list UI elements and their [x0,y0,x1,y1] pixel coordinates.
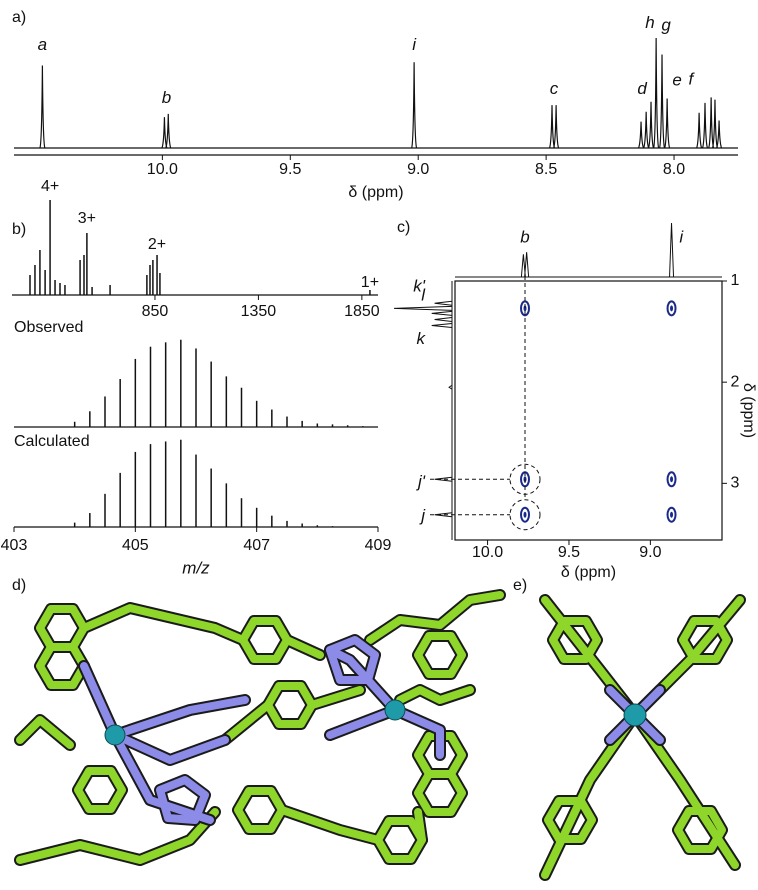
x-tick-label: 850 [142,303,169,320]
projection-peak [525,252,529,277]
structure-e [545,600,740,875]
peak [702,103,707,148]
x-axis-label: δ (ppm) [348,184,403,201]
series-label: Calculated [14,433,90,450]
panel-label: e) [513,577,527,594]
panel-label: c) [397,219,410,236]
peak [40,66,45,149]
x-tick-label: 8.5 [535,161,557,178]
structure-d [20,595,500,860]
projection-peak [670,223,674,277]
panel-label: a) [12,9,26,26]
x-tick-label: 405 [122,537,149,554]
x-tick-label: 1350 [241,303,277,320]
y-tick-label: 1 [731,272,740,289]
metal-atom [624,704,646,726]
page: d) e) a) 10.0 9.5 9.0 8.5 8.0 δ (ppm) a b i c d hg ef… [0,0,758,890]
x-tick-label: 8.0 [663,161,685,178]
peak-label: b [520,227,529,246]
x-tick-label: 407 [243,537,270,554]
peak-label: h [645,13,654,32]
peak-label: i [679,227,684,246]
projection-peak [435,301,452,305]
peak [709,97,714,148]
peak-label: a [38,35,47,54]
peak-label: 4+ [41,178,59,195]
x-tick-label: 9.5 [558,544,580,561]
x-tick-label: 10.0 [472,544,503,561]
peak-label: k [417,329,427,348]
peak-label: e [672,70,681,89]
peak [697,113,702,148]
peak-label: j [419,506,426,525]
figure: d) e) a) 10.0 9.5 9.0 8.5 8.0 δ (ppm) a b i c d hg ef… [0,0,758,890]
x-tick-label: 9.0 [639,544,661,561]
peak-label: 1+ [361,274,379,291]
cross-peak-core [670,512,673,518]
peak-label: d [637,79,647,98]
peak-label: g [661,15,671,34]
peak-label: b [162,88,171,107]
peak-label: j' [416,472,426,491]
peak [644,112,649,148]
x-axis-label: m/z [182,558,210,577]
peak [665,99,670,149]
peak [654,38,659,148]
panel-label: d) [12,577,26,594]
x-tick-label: 409 [365,537,392,554]
projection-peak [432,311,452,315]
x-axis-label: δ (ppm) [561,564,616,581]
peak [639,122,644,148]
peak-label: i [412,35,417,54]
y-tick-label: 2 [731,373,740,390]
cross-peak-core [670,476,673,482]
projection-peak [394,306,452,310]
x-tick-label: 1850 [344,303,380,320]
peak-label: c [550,79,559,98]
panel-label: b) [12,221,26,238]
x-tick-label: 9.5 [279,161,301,178]
peak [412,62,417,148]
cross-peak-core [670,305,673,311]
peak-label: 2+ [148,236,166,253]
peak [554,105,559,148]
peak [717,121,722,149]
peak [550,105,555,148]
peak-label: 3+ [78,210,96,227]
peak [660,55,665,149]
peak [712,100,717,148]
metal-atom [105,725,125,745]
peak-label: f [689,69,696,88]
projection-peak [432,324,452,328]
x-tick-label: 9.0 [407,161,429,178]
y-tick-label: 3 [731,475,740,492]
peak [166,114,171,148]
peak [649,102,654,148]
cross-peak-core [524,512,527,518]
metal-atom [385,700,405,720]
y-axis-label: δ (ppm) [740,383,757,438]
series-label: Observed [14,319,83,336]
peak-label: k' [413,277,426,296]
plot-frame [455,281,722,540]
x-tick-label: 10.0 [147,161,178,178]
x-tick-label: 403 [1,537,28,554]
projection-peak [435,317,452,321]
